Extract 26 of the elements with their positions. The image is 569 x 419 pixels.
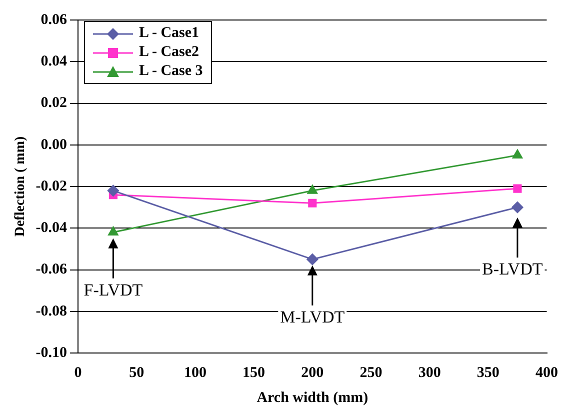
y-tick-label: 0.04 [40,54,68,70]
y-tick-label: 0.00 [40,136,68,153]
legend-label: L - Case1 [139,25,200,42]
x-axis-title: Arch width (mm) [256,390,368,406]
legend-label: L - Case2 [139,44,200,61]
y-axis-title: Deflection ( mm) [13,136,28,237]
y-tick-label: -0.04 [36,220,68,236]
y-tick-label: 0.02 [40,95,68,112]
x-tick-label: 200 [301,364,324,381]
y-tick-label: -0.06 [36,262,68,278]
y-tick-label: -0.10 [36,344,68,361]
x-tick-label: 100 [184,364,206,381]
x-tick-label: 300 [418,364,441,381]
x-tick-label: 150 [242,364,266,381]
y-tick-label: -0.02 [36,178,68,194]
x-tick-label: 0 [74,364,82,381]
annotation: F-LVDT [84,280,144,300]
annotation: B-LVDT [482,260,544,279]
x-tick-label: 50 [129,364,144,381]
annotation: M-LVDT [280,307,346,326]
y-tick-label: -0.08 [36,303,68,320]
x-tick-label: 400 [536,364,558,381]
legend-label: L - Case 3 [139,63,203,80]
y-tick-label: 0.06 [40,12,68,28]
x-tick-label: 250 [360,364,382,381]
x-tick-label: 350 [476,364,500,381]
